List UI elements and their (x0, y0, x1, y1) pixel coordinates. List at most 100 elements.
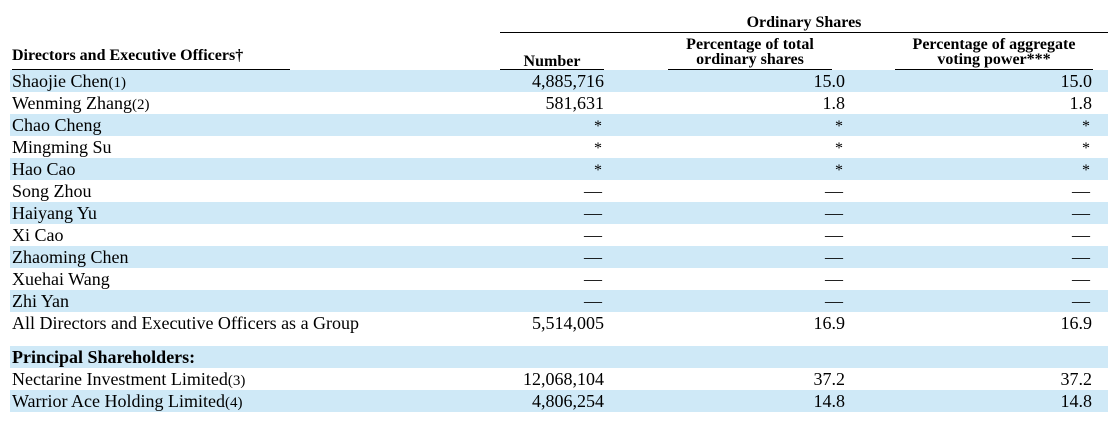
percentage-total-value: — (825, 203, 843, 223)
percentage-total-value: — (825, 291, 843, 311)
percentage-total-value: * (835, 162, 843, 179)
percentage-voting-value: * (1082, 118, 1090, 135)
percentage-voting-value: 14.8 (1060, 391, 1093, 411)
shares-number: 4,806,254 (500, 390, 604, 412)
holder-name: Chao Cheng (12, 114, 492, 136)
percentage-voting: * (880, 136, 1092, 158)
shares-number: * (500, 114, 604, 136)
percentage-voting-value: — (1072, 269, 1090, 289)
percentage-voting: 1.8 (880, 92, 1093, 114)
holder-name-text: Xuehai Wang (12, 269, 110, 289)
percentage-voting: 14.8 (880, 390, 1093, 412)
shares-number-value: 4,885,716 (532, 71, 604, 91)
percentage-total: * (655, 114, 845, 136)
percentage-total-value: 1.8 (822, 93, 846, 113)
shares-number-value: 581,631 (545, 93, 605, 113)
header-rule-percentage (668, 69, 832, 70)
footnote-ref: (2) (132, 97, 150, 113)
percentage-voting-value: 37.2 (1060, 369, 1093, 389)
header-rule-directors (12, 69, 290, 70)
percentage-total-value: 15.0 (813, 71, 846, 91)
holder-name-text: Wenming Zhang (12, 93, 133, 113)
holder-name-text: Haiyang Yu (12, 203, 97, 223)
holder-name: Hao Cao (12, 158, 492, 180)
footnote-ref: (4) (225, 395, 243, 411)
percentage-total-value: 16.9 (813, 313, 846, 333)
percentage-total-value: — (825, 269, 843, 289)
header-rule-voting (895, 69, 1093, 70)
percentage-total: * (655, 158, 845, 180)
shares-number: 12,068,104 (500, 368, 604, 390)
table-row: Wenming Zhang(2) 581,631 1.8 1.8 (0, 92, 1110, 114)
shares-number-value: 5,514,005 (532, 313, 604, 333)
shares-number: — (500, 268, 604, 290)
percentage-voting-value: 15.0 (1060, 71, 1093, 91)
footnote-ref: (1) (108, 75, 127, 91)
percentage-total: — (655, 180, 845, 202)
percentage-voting: — (880, 180, 1092, 202)
table-row: Xi Cao — — — (0, 224, 1110, 246)
column-header-voting-power-line1: Percentage of aggregate (912, 36, 1076, 53)
holder-name: Warrior Ace Holding Limited(4) (12, 390, 492, 412)
percentage-voting-value: 16.9 (1060, 313, 1093, 333)
percentage-total: 1.8 (655, 92, 846, 114)
table-row: Zhi Yan — — — (0, 290, 1110, 312)
section-gap (0, 334, 1110, 346)
column-header-percentage-total-line2: ordinary shares (696, 51, 804, 68)
percentage-total: 14.8 (655, 390, 846, 412)
section-label: Principal Shareholders: (12, 347, 196, 367)
percentage-voting-value: — (1072, 225, 1090, 245)
shares-number-value: — (584, 247, 602, 267)
header-rule-number (500, 69, 604, 70)
holder-name-text: Zhaoming Chen (12, 247, 129, 267)
shares-number-value: * (594, 140, 602, 157)
column-header-number: Number (523, 53, 581, 70)
shares-number-value: — (584, 291, 602, 311)
percentage-total-value: — (825, 225, 843, 245)
percentage-voting-value: — (1072, 181, 1090, 201)
holder-name: Xi Cao (12, 224, 492, 246)
percentage-voting: — (880, 290, 1092, 312)
percentage-total: 37.2 (655, 368, 846, 390)
shares-number-value: 12,068,104 (523, 369, 604, 389)
holder-name: All Directors and Executive Officers as … (12, 312, 492, 334)
table-row: Xuehai Wang — — — (0, 268, 1110, 290)
holder-name: Song Zhou (12, 180, 492, 202)
percentage-total-value: 37.2 (813, 369, 846, 389)
holder-name-text: Nectarine Investment Limited (12, 369, 228, 389)
shares-number: — (500, 290, 604, 312)
percentage-voting: — (880, 268, 1092, 290)
table-row: Chao Cheng * * * (0, 114, 1110, 136)
percentage-total-value: * (835, 118, 843, 135)
holder-name-text: Xi Cao (12, 225, 64, 245)
shares-number-value: * (594, 162, 602, 179)
directors-header: Directors and Executive Officers† (12, 47, 244, 64)
percentage-total: 16.9 (655, 312, 846, 334)
holder-name-text: Zhi Yan (12, 291, 70, 311)
shares-number-value: — (584, 181, 602, 201)
holder-name: Shaojie Chen(1) (12, 70, 492, 92)
holder-name: Mingming Su (12, 136, 492, 158)
percentage-voting: 37.2 (880, 368, 1093, 390)
group-title-rule (500, 32, 1108, 33)
shares-number: * (500, 158, 604, 180)
percentage-voting: — (880, 246, 1092, 268)
shares-number-value: 4,806,254 (532, 391, 604, 411)
shares-number: — (500, 180, 604, 202)
shares-number: * (500, 136, 604, 158)
percentage-voting-value: * (1082, 162, 1090, 179)
holder-name: Nectarine Investment Limited(3) (12, 368, 492, 390)
holder-name: Xuehai Wang (12, 268, 492, 290)
holder-name-text: All Directors and Executive Officers as … (12, 313, 360, 333)
percentage-total: * (655, 136, 845, 158)
shares-number: 581,631 (500, 92, 605, 114)
table-row: Haiyang Yu — — — (0, 202, 1110, 224)
table-row: Nectarine Investment Limited(3) 12,068,10… (0, 368, 1110, 390)
percentage-voting: * (880, 114, 1092, 136)
percentage-voting-value: — (1072, 203, 1090, 223)
percentage-voting-value: 1.8 (1069, 93, 1093, 113)
percentage-voting: 16.9 (880, 312, 1093, 334)
column-header-percentage-total-line1: Percentage of total (686, 36, 814, 53)
shares-number: — (500, 202, 604, 224)
